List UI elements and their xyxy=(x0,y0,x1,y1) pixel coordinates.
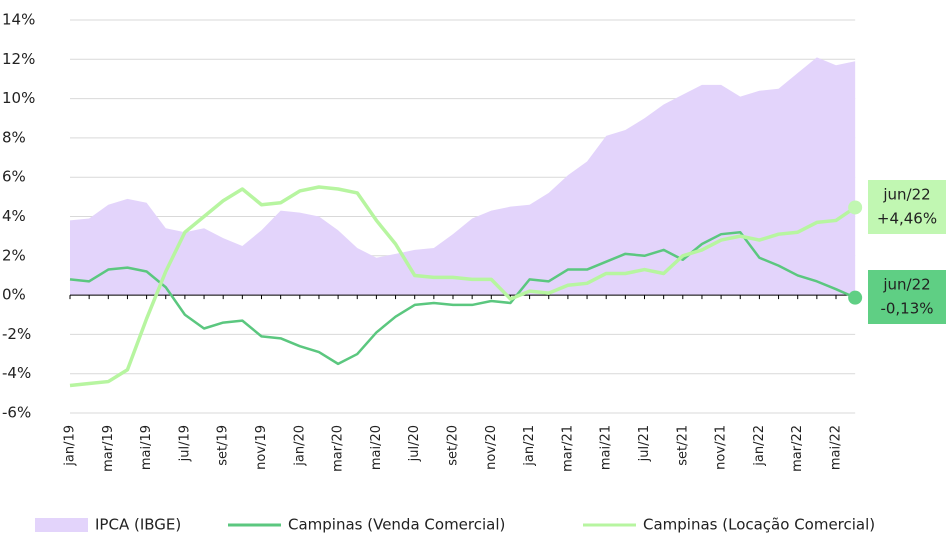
line xyxy=(69,230,856,366)
x-tick-label: mar/20 xyxy=(331,425,346,472)
x-tick-label: jul/20 xyxy=(407,425,422,462)
legend-swatch xyxy=(35,518,88,532)
x-tick-label: mai/21 xyxy=(599,425,614,470)
x-tick-label: nov/19 xyxy=(254,425,269,470)
y-tick-label: 2% xyxy=(2,246,26,264)
y-tick-label: 6% xyxy=(2,168,26,186)
x-tick-label: jan/20 xyxy=(292,425,307,467)
x-tick-label: set/20 xyxy=(446,425,461,466)
x-tick-label: mar/22 xyxy=(790,425,805,472)
x-tick-label: set/19 xyxy=(216,425,231,466)
x-tick-label: mar/21 xyxy=(560,425,575,472)
x-tick-label: mai/19 xyxy=(139,425,154,470)
end-dot xyxy=(848,290,863,305)
annotation-text: -0,13% xyxy=(880,300,933,318)
x-tick-label: nov/21 xyxy=(714,425,729,470)
y-tick-label: 8% xyxy=(2,128,26,146)
end-dot xyxy=(848,200,863,215)
legend-label: IPCA (IBGE) xyxy=(95,516,181,534)
y-tick-label: 0% xyxy=(2,286,26,304)
annotation-text: jun/22 xyxy=(882,276,930,294)
annotation-text: +4,46% xyxy=(877,210,937,228)
x-tick-label: mar/19 xyxy=(101,425,116,472)
x-tick-label: jan/19 xyxy=(63,425,78,467)
x-tick-label: mai/20 xyxy=(369,425,384,470)
x-tick-label: jul/19 xyxy=(177,425,192,462)
x-tick-label: jul/21 xyxy=(637,425,652,462)
x-tick-label: jan/22 xyxy=(752,425,767,467)
annotation-box xyxy=(868,270,946,324)
area xyxy=(70,57,856,296)
x-tick-label: mai/22 xyxy=(829,425,844,470)
legend-label: Campinas (Locação Comercial) xyxy=(643,516,875,534)
x-tick-label: nov/20 xyxy=(484,425,499,470)
line xyxy=(69,185,857,388)
y-tick-label: -2% xyxy=(2,325,31,343)
legend-label: Campinas (Venda Comercial) xyxy=(288,516,505,534)
annotation-box xyxy=(868,180,946,234)
x-tick-label: jan/21 xyxy=(522,425,537,467)
y-tick-label: -4% xyxy=(2,364,31,382)
x-tick-label: set/21 xyxy=(675,425,690,466)
y-tick-label: 14% xyxy=(2,11,35,29)
annotation-text: jun/22 xyxy=(882,186,930,204)
y-tick-label: 10% xyxy=(2,89,35,107)
y-tick-label: 4% xyxy=(2,207,26,225)
y-tick-label: 12% xyxy=(2,50,35,68)
y-tick-label: -6% xyxy=(2,404,31,422)
